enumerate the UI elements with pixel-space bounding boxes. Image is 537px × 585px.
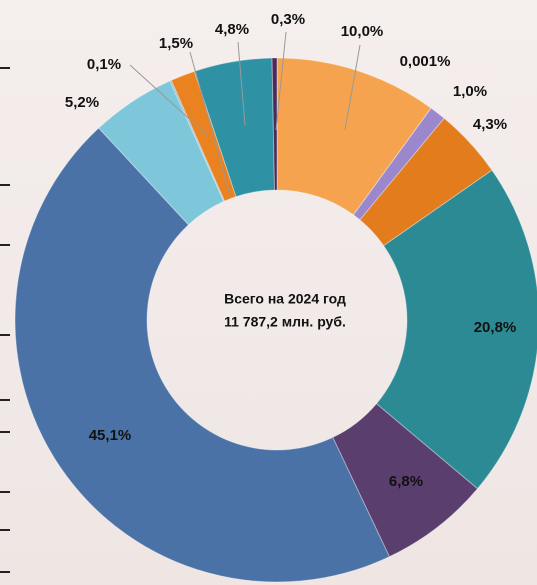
leader-line: [237, 41, 246, 126]
slice: [332, 403, 479, 558]
edge-ticks: [0, 67, 10, 573]
slice: [14, 127, 391, 583]
data-label: 5,2%: [65, 94, 99, 111]
data-label: 0,1%: [87, 56, 121, 73]
data-label: 6,8%: [389, 473, 423, 490]
leader-line: [275, 31, 287, 131]
leader-line: [129, 64, 208, 136]
slice: [169, 79, 226, 203]
center-text: 11 787,2 млн. руб.: [224, 314, 346, 330]
data-label: 4,8%: [215, 21, 249, 38]
leader-line: [189, 51, 231, 196]
data-label: 45,1%: [89, 427, 132, 444]
data-label: 20,8%: [474, 319, 517, 336]
leader-line: [344, 44, 361, 131]
slice: [352, 107, 445, 221]
center-text: Всего на 2024 год: [224, 291, 346, 307]
data-label: 1,5%: [159, 35, 193, 52]
slice: [352, 107, 432, 216]
data-label: 4,3%: [473, 116, 507, 133]
data-label: 0,001%: [400, 53, 451, 70]
data-label: 0,3%: [271, 11, 305, 28]
slice: [276, 57, 432, 216]
data-label: 10,0%: [341, 23, 384, 40]
slice: [170, 70, 237, 202]
data-label: 1,0%: [453, 83, 487, 100]
slice: [359, 117, 493, 247]
slice: [271, 57, 278, 191]
slice: [193, 57, 276, 198]
slice: [98, 80, 225, 226]
slice: [375, 169, 537, 490]
